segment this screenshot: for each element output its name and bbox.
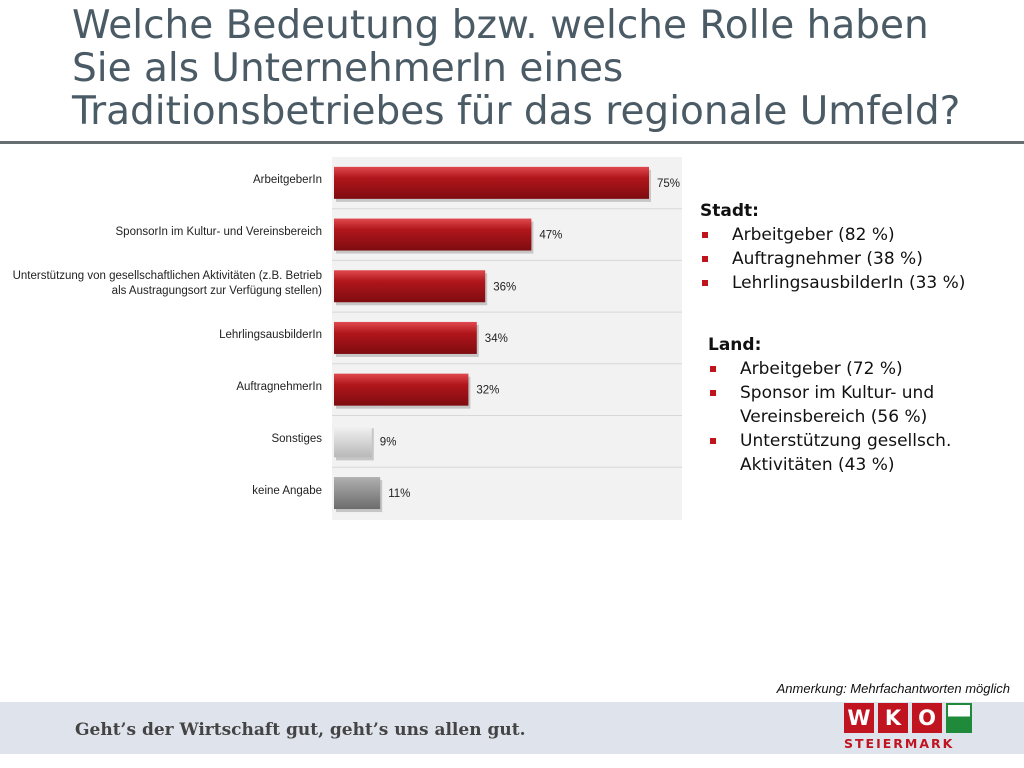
bar-value-label: 47% [539,230,562,242]
category-label: Unterstützung von gesellschaftlichen Akt… [12,270,322,298]
title-divider [0,141,1024,144]
logo-subtitle: STEIERMARK [844,736,955,751]
bullet-icon [710,390,716,396]
land-list: Arbeitgeber (72 %) Sponsor im Kultur- un… [708,357,951,477]
stadt-list: Arbeitgeber (82 %) Auftragnehmer (38 %) … [700,223,965,295]
stadt-item: Auftragnehmer (38 %) [700,247,965,271]
bullet-icon [710,366,716,372]
bar-value-label: 75% [657,178,680,190]
stadt-heading: Stadt: [700,201,759,221]
bar-value-label: 36% [493,281,516,293]
stadt-panel: Stadt: Arbeitgeber (82 %) Auftragnehmer … [700,200,965,295]
bar [334,477,381,510]
logo-letter-w: W [844,703,874,733]
bullet-icon [702,280,708,286]
bar [334,218,532,251]
bar-value-label: 32% [476,385,499,397]
logo-letter-o: O [912,703,942,733]
bullet-icon [702,256,708,262]
footer-slogan: Geht’s der Wirtschaft gut, geht’s uns al… [75,720,526,740]
land-panel: Land: Arbeitgeber (72 %) Sponsor im Kult… [708,334,951,477]
logo-letter-k: K [878,703,908,733]
land-item: Arbeitgeber (72 %) [708,357,951,381]
category-label: SponsorIn im Kultur- und Vereinsbereich [115,226,322,239]
title-line-2: Sie als UnternehmerIn eines [72,46,624,91]
land-item: Sponsor im Kultur- und Vereinsbereich (56… [708,381,951,429]
footnote: Anmerkung: Mehrfachantworten möglich [776,681,1010,696]
bar-value-label: 34% [485,333,508,345]
land-heading: Land: [708,335,762,355]
bar [334,373,469,406]
bar [334,166,649,199]
styria-flag-icon [946,703,972,733]
stadt-item: Arbeitgeber (82 %) [700,223,965,247]
title-line-3: Traditionsbetriebes für das regionale Um… [72,89,961,134]
category-label: LehrlingsausbilderIn [219,329,322,342]
category-label: keine Angabe [252,484,322,497]
bar [334,270,486,303]
bar-value-label: 11% [388,488,410,500]
category-label: Sonstiges [271,432,322,445]
category-label: AuftragnehmerIn [236,381,322,394]
title-line-1: Welche Bedeutung bzw. welche Rolle haben [72,3,929,48]
land-item: Unterstützung gesellsch. Aktivitäten (43 … [708,429,951,477]
bullet-icon [702,232,708,238]
bar [334,321,477,354]
bullet-icon [710,438,716,444]
category-label: ArbeitgeberIn [252,174,322,187]
stadt-item: LehrlingsausbilderIn (33 %) [700,271,965,295]
bar-value-label: 9% [380,436,397,448]
page-title: Welche Bedeutung bzw. welche Rolle haben… [72,4,1012,133]
bar [334,425,372,458]
